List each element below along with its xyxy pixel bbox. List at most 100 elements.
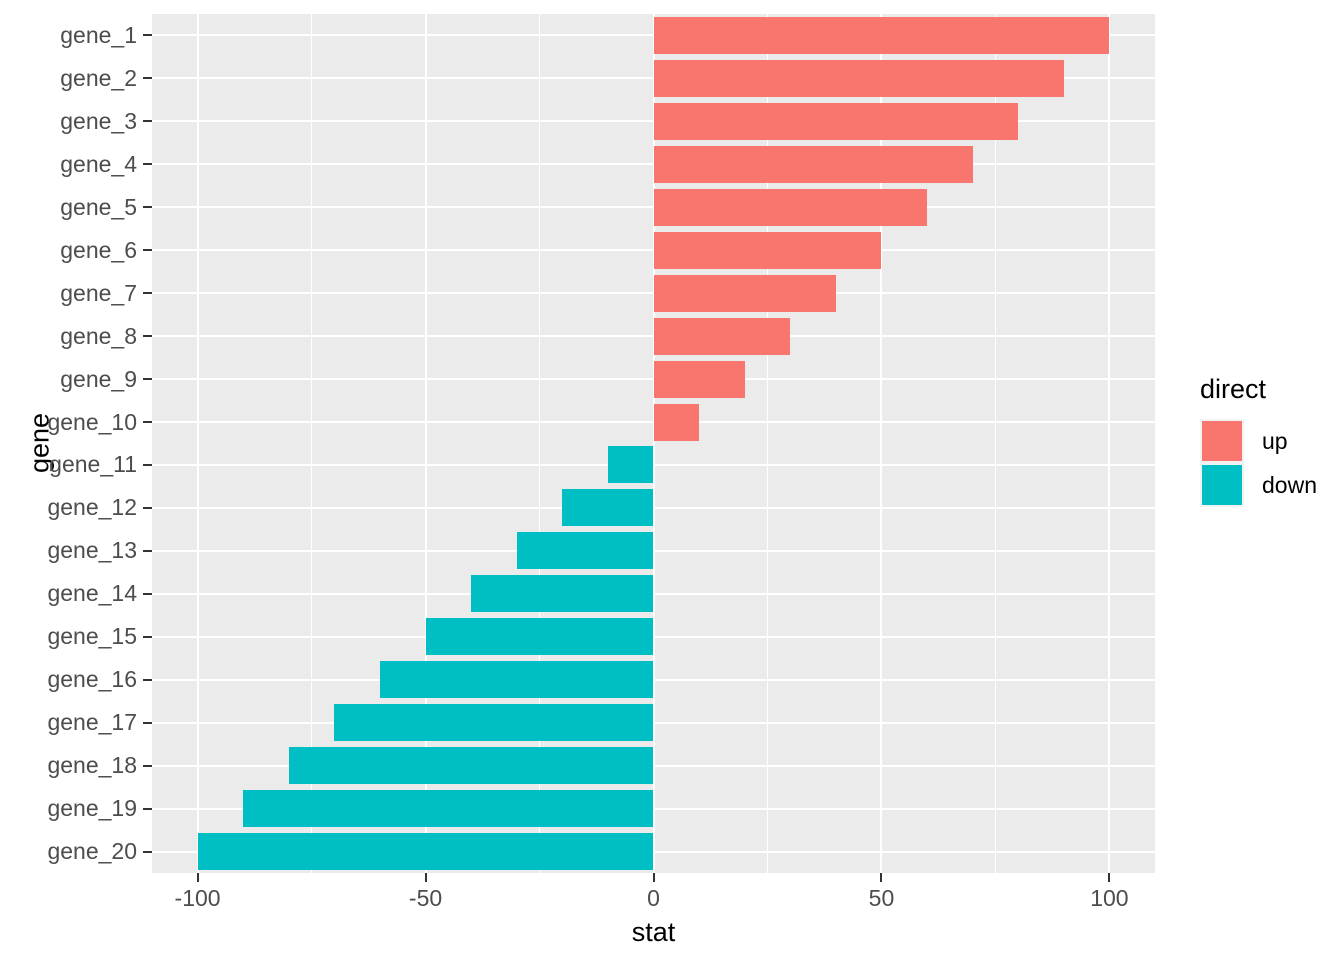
category-gridline bbox=[152, 807, 1155, 810]
y-tick-label: gene_4 bbox=[60, 150, 137, 177]
major-gridline bbox=[1108, 14, 1111, 873]
y-tick-label: gene_12 bbox=[47, 494, 137, 521]
bar-gene_19 bbox=[243, 790, 654, 828]
bar-gene_16 bbox=[379, 661, 654, 699]
x-tick-label: -100 bbox=[174, 885, 221, 911]
y-tick-label: gene_3 bbox=[60, 107, 137, 134]
major-gridline bbox=[652, 14, 655, 873]
y-tick-label: gene_18 bbox=[47, 752, 137, 779]
x-tick bbox=[196, 873, 199, 882]
bar-gene_17 bbox=[334, 704, 654, 742]
y-tick bbox=[143, 592, 152, 595]
legend-entry-up: up bbox=[1200, 419, 1340, 463]
bar-gene_7 bbox=[653, 274, 836, 312]
y-tick-label: gene_15 bbox=[47, 623, 137, 650]
y-tick-label: gene_19 bbox=[47, 795, 137, 822]
y-tick-label: gene_5 bbox=[60, 193, 137, 220]
y-tick-label: gene_14 bbox=[47, 580, 137, 607]
legend-swatch-down bbox=[1202, 465, 1242, 505]
y-tick bbox=[143, 463, 152, 466]
y-tick bbox=[143, 378, 152, 381]
minor-gridline bbox=[539, 14, 541, 873]
x-tick bbox=[880, 873, 883, 882]
category-gridline bbox=[152, 549, 1155, 552]
bar-gene_14 bbox=[471, 575, 654, 613]
minor-gridline bbox=[994, 14, 996, 873]
y-tick bbox=[143, 163, 152, 166]
bar-gene_8 bbox=[653, 317, 791, 355]
x-axis-title: stat bbox=[631, 917, 676, 947]
legend-title: direct bbox=[1200, 374, 1267, 404]
x-tick bbox=[424, 873, 427, 882]
y-tick bbox=[143, 421, 152, 424]
y-tick bbox=[143, 120, 152, 123]
y-tick bbox=[143, 249, 152, 252]
bar-gene_11 bbox=[607, 446, 654, 484]
x-tick-label: 50 bbox=[868, 885, 895, 911]
x-tick bbox=[652, 873, 655, 882]
y-tick bbox=[143, 506, 152, 509]
bar-gene_20 bbox=[197, 833, 654, 871]
bar-gene_18 bbox=[288, 747, 654, 785]
y-tick-label: gene_6 bbox=[60, 236, 137, 263]
y-tick bbox=[143, 635, 152, 638]
y-tick-label: gene_8 bbox=[60, 322, 137, 349]
y-tick bbox=[143, 292, 152, 295]
bar-gene_13 bbox=[516, 532, 654, 570]
category-gridline bbox=[152, 678, 1155, 681]
y-tick bbox=[143, 807, 152, 810]
y-tick bbox=[143, 721, 152, 724]
bar-gene_12 bbox=[562, 489, 654, 527]
category-gridline bbox=[152, 506, 1155, 509]
bar-gene_15 bbox=[425, 618, 654, 656]
x-tick-label: -50 bbox=[408, 885, 443, 911]
y-tick bbox=[143, 764, 152, 767]
legend-key bbox=[1200, 463, 1244, 507]
legend-entry-down: down bbox=[1200, 463, 1340, 507]
y-tick-label: gene_20 bbox=[47, 838, 137, 865]
minor-gridline bbox=[311, 14, 313, 873]
bar-gene_1 bbox=[653, 16, 1110, 54]
category-gridline bbox=[152, 721, 1155, 724]
category-gridline bbox=[152, 764, 1155, 767]
category-gridline bbox=[152, 463, 1155, 466]
bar-gene_9 bbox=[653, 360, 745, 398]
y-tick bbox=[143, 34, 152, 37]
major-gridline bbox=[424, 14, 427, 873]
category-gridline bbox=[152, 635, 1155, 638]
y-tick-label: gene_17 bbox=[47, 709, 137, 736]
bar-gene_10 bbox=[653, 403, 700, 441]
y-tick-label: gene_13 bbox=[47, 537, 137, 564]
y-tick-label: gene_11 bbox=[49, 451, 137, 478]
y-tick-label: gene_16 bbox=[47, 666, 137, 693]
legend-key bbox=[1200, 419, 1244, 463]
bar-gene_3 bbox=[653, 102, 1019, 140]
legend-label-up: up bbox=[1262, 427, 1288, 454]
y-tick bbox=[143, 850, 152, 853]
x-tick-label: 0 bbox=[647, 885, 660, 911]
legend: direct up down bbox=[1200, 374, 1340, 507]
x-tick-label: 100 bbox=[1090, 885, 1129, 911]
y-tick-label: gene_7 bbox=[60, 279, 137, 306]
x-tick bbox=[1108, 873, 1111, 882]
y-tick-label: gene_1 bbox=[60, 21, 137, 48]
y-tick bbox=[143, 335, 152, 338]
bar-gene_2 bbox=[653, 59, 1064, 97]
category-gridline bbox=[152, 850, 1155, 853]
y-tick bbox=[143, 77, 152, 80]
y-tick bbox=[143, 206, 152, 209]
y-tick bbox=[143, 549, 152, 552]
category-gridline bbox=[152, 592, 1155, 595]
bar-gene_6 bbox=[653, 231, 882, 269]
legend-label-down: down bbox=[1262, 471, 1317, 498]
y-tick-label: gene_2 bbox=[60, 64, 137, 91]
plot-panel bbox=[152, 14, 1155, 873]
major-gridline bbox=[196, 14, 199, 873]
legend-swatch-up bbox=[1202, 421, 1242, 461]
y-tick bbox=[143, 678, 152, 681]
y-tick-label: gene_9 bbox=[60, 365, 137, 392]
minor-gridline bbox=[766, 14, 768, 873]
y-tick-label: gene_10 bbox=[47, 408, 137, 435]
bar-gene_5 bbox=[653, 188, 928, 226]
